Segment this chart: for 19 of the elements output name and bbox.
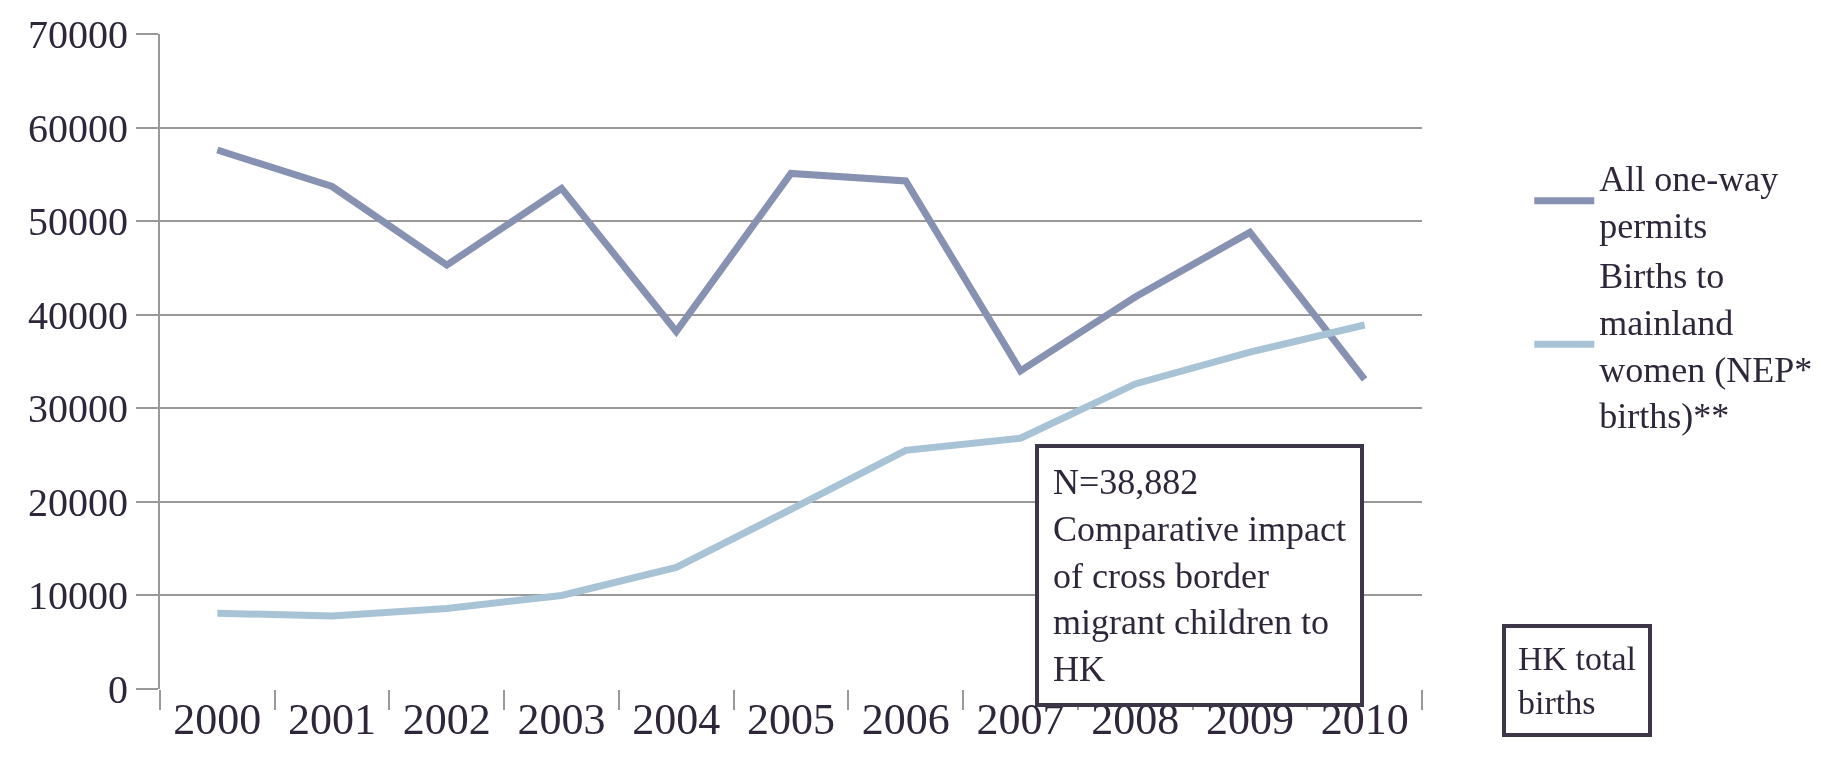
legend-label: Births to mainland women (NEP* births)** [1599,256,1813,437]
y-tick-label: 60000 [28,105,128,151]
x-tick-label: 2001 [288,695,377,744]
text: HK total births [1518,640,1637,722]
x-tick-label: 2006 [861,695,950,744]
x-tick-label: 2003 [517,695,606,744]
x-tick-label: 2004 [632,695,721,744]
y-tick-label: 40000 [28,292,128,338]
x-tick-label: 2000 [173,695,262,744]
y-tick-label: 10000 [28,573,128,619]
y-tick-label: 0 [108,667,128,712]
y-tick-label: 30000 [28,386,128,432]
y-tick-label: 70000 [28,12,128,57]
y-tick-label: 20000 [28,479,128,525]
annotation: N=38,882 Comparative impact of cross border migrant children to HK [1053,462,1346,690]
legend-label: All one-way permits [1599,159,1779,247]
y-tick-label: 50000 [28,199,128,245]
x-tick-label: 2002 [402,695,491,744]
x-tick-label: 2005 [747,695,835,744]
